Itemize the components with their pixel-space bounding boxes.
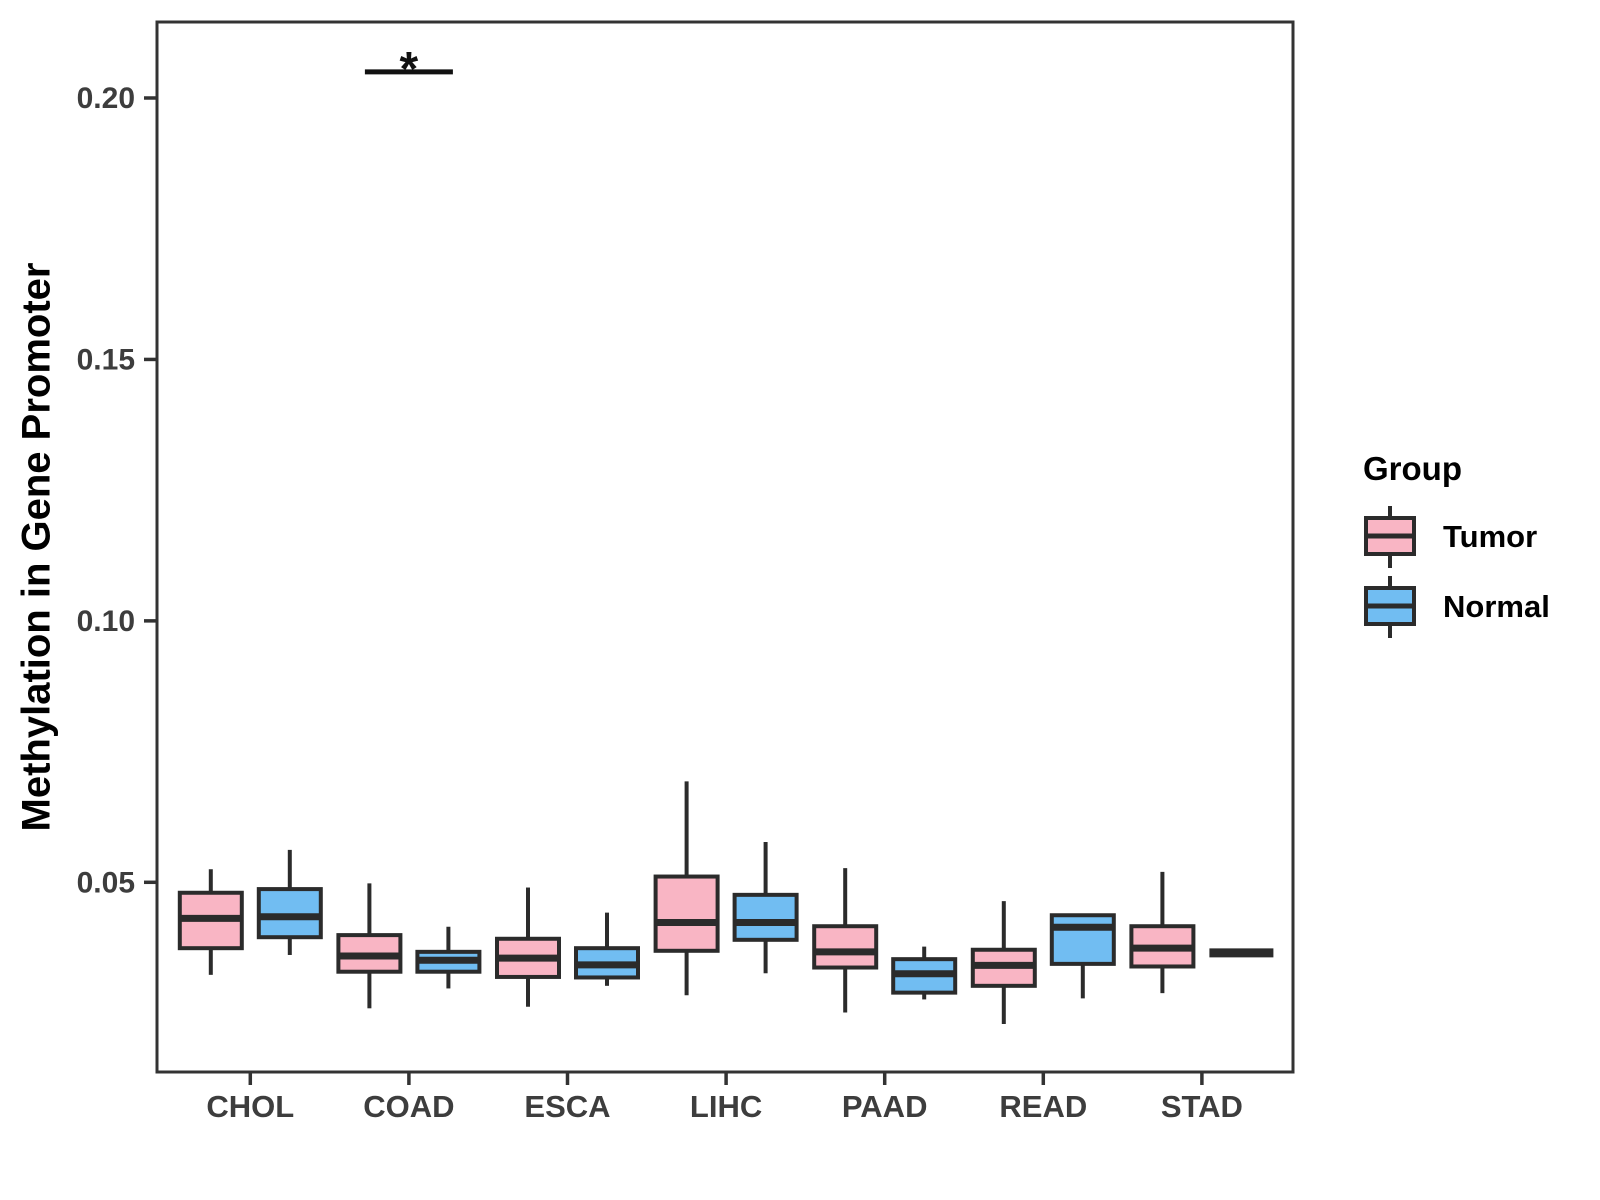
box-paad-tumor: [812, 924, 879, 970]
y-tick-label-0.10: 0.10: [77, 605, 135, 638]
panel-border: [155, 20, 1295, 1074]
significance-star-coad: *: [400, 43, 419, 96]
legend-label-tumor: Tumor: [1443, 519, 1538, 554]
y-tick-label-0.15: 0.15: [77, 343, 135, 376]
legend-label-normal: Normal: [1443, 589, 1550, 624]
y-axis-title: Methylation in Gene Promoter: [14, 262, 59, 832]
x-tick-label-lihc: LIHC: [690, 1089, 762, 1124]
normal-boxplot-key-icon: [1364, 576, 1416, 638]
y-tick-label-0.20: 0.20: [77, 82, 135, 115]
box-lihc-normal: [732, 892, 799, 942]
x-tick-label-paad: PAAD: [842, 1089, 928, 1124]
x-tick-label-stad: STAD: [1161, 1089, 1243, 1124]
y-tick-label-0.05: 0.05: [77, 866, 135, 899]
legend-item-tumor: Tumor: [1363, 506, 1550, 568]
x-tick-label-chol: CHOL: [206, 1089, 294, 1124]
x-tick-label-esca: ESCA: [524, 1089, 610, 1124]
x-tick-label-coad: COAD: [363, 1089, 454, 1124]
legend-item-normal: Normal: [1363, 576, 1550, 638]
box-chol-normal: [256, 887, 323, 940]
tumor-boxplot-key-icon: [1364, 506, 1416, 568]
x-tick-label-read: READ: [999, 1089, 1087, 1124]
box-read-normal: [1049, 913, 1116, 966]
legend-title: Group: [1363, 450, 1462, 487]
box-lihc-tumor: [653, 874, 720, 953]
legend: Group Tumor Normal: [1363, 450, 1550, 646]
